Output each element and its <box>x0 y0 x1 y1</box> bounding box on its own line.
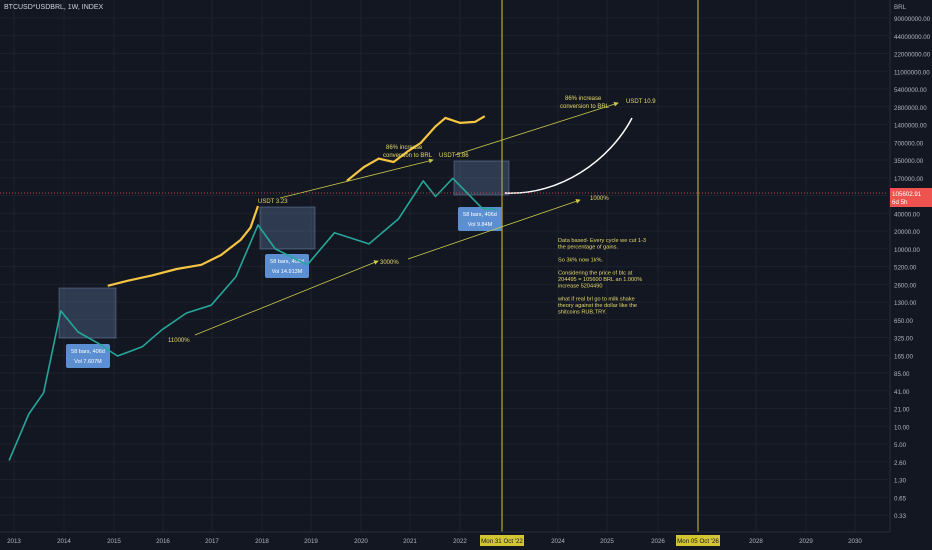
y-tick-label: 650.00 <box>894 318 913 325</box>
measure-range-shade <box>58 287 117 339</box>
annotation-label: conversion to BRL <box>560 104 610 110</box>
y-tick-label: 2800000.00 <box>894 105 927 112</box>
y-tick-label: 700000.00 <box>894 140 924 147</box>
x-tick-label: 2014 <box>57 538 71 545</box>
y-tick-label: 11000000.00 <box>894 69 930 76</box>
note-line: what if real brl go to milk shake <box>557 297 635 303</box>
note-line: 204495 = 105600 BRL an 1.000% <box>558 277 642 283</box>
annotations: USDT 3.23 86% increase conversion to BRL US… <box>168 96 656 344</box>
grid <box>501 0 699 532</box>
trend-arrow <box>279 158 434 199</box>
projected-price-copy <box>346 115 486 182</box>
x-tick-label: 2022 <box>453 538 467 545</box>
y-tick-label: 0.33 <box>894 513 907 520</box>
price-series <box>8 115 498 461</box>
measure-bars-label: 58 bars, 406d <box>463 212 497 218</box>
last-price-badge <box>890 188 932 207</box>
y-tick-label: 1300.00 <box>894 300 917 307</box>
y-tick-label: 170000.00 <box>894 176 924 183</box>
y-tick-label: 5.00 <box>894 442 907 449</box>
y-tick-label: 1400000.00 <box>894 123 927 130</box>
y-tick-label: 21.00 <box>894 407 910 414</box>
countdown-label: 6d 5h <box>892 199 908 206</box>
drawings <box>0 101 888 336</box>
y-tick-label: 2600.00 <box>894 282 917 289</box>
x-tick-label: 2021 <box>403 538 417 545</box>
y-tick-label: 5200.00 <box>894 265 917 272</box>
y-tick-label: 44000000.00 <box>894 34 931 41</box>
y-tick-label: 0.65 <box>894 495 907 502</box>
symbol-title[interactable]: BTCUSD*USDBRL, 1W, INDEX <box>4 4 104 11</box>
x-tick-label: 2030 <box>848 538 862 545</box>
date-marker-badge <box>676 535 720 546</box>
x-tick-label: 2017 <box>205 538 219 545</box>
note-line: the percentage of gains. <box>558 245 618 251</box>
x-tick-label: Mon 05 Oct '26 <box>677 538 719 545</box>
y-tick-label: 20000.00 <box>894 229 920 236</box>
trend-arrow <box>407 199 581 260</box>
x-tick-label: Mon 31 Oct '22 <box>481 538 523 545</box>
annotation-label: 86% increase <box>386 145 423 151</box>
note-line: Considering the price of btc at <box>558 271 633 277</box>
measure-bars-label: 58 bars, 406d <box>71 349 105 355</box>
trend-arrow <box>194 260 379 336</box>
y-tick-label: 10000.00 <box>894 247 920 254</box>
measure-volume-label: Vol 9.84M <box>468 222 493 228</box>
projection-curve <box>504 117 633 194</box>
measure-volume-label: Vol 7.607M <box>74 359 102 365</box>
y-tick-label: 1.30 <box>894 478 907 485</box>
x-tick-label: 2029 <box>799 538 813 545</box>
x-tick-label: 2015 <box>107 538 121 545</box>
annotation-label: 11000% <box>168 338 190 344</box>
measure-info-badge <box>458 207 502 231</box>
annotation-label: 1000% <box>590 196 609 202</box>
annotation-label: conversion to BRL <box>383 153 433 159</box>
annotation-label: 3000% <box>380 260 399 266</box>
y-tick-label: 325.00 <box>894 336 913 343</box>
projected-price-copy <box>107 205 260 287</box>
measure-boxes: 58 bars, 406d Vol 7.607M 58 bars, 406d Vol … <box>58 160 510 368</box>
note-line: shitcoins RUB,TRY. <box>558 310 607 316</box>
annotation-label: USDT 3.23 <box>258 199 288 205</box>
x-tick-label: 2013 <box>7 538 21 545</box>
x-tick-label: 2016 <box>156 538 170 545</box>
y-tick-label: 10.00 <box>894 424 910 431</box>
y-tick-label: 350000.00 <box>894 158 924 165</box>
y-tick-label: 5400000.00 <box>894 87 927 94</box>
date-marker-badge <box>480 535 524 546</box>
note-line: So 3k% now 1k%. <box>558 258 604 264</box>
measure-bars-label: 58 bars, 406d <box>270 259 304 265</box>
note-line: increase 5204490 <box>558 284 602 290</box>
measure-volume-label: Vol 14.913M <box>272 269 303 275</box>
annotation-label: USDT 5.86 <box>439 153 469 159</box>
y-tick-label: 90000000.00 <box>894 16 931 23</box>
trend-arrow <box>454 101 619 156</box>
measure-range-shade <box>259 206 316 250</box>
x-tick-label: 2026 <box>651 538 665 545</box>
y-tick-label: 165.00 <box>894 353 913 360</box>
annotation-label: 86% increase <box>565 96 602 102</box>
btc-brl-price-line <box>8 177 498 461</box>
x-tick-label: 2028 <box>749 538 763 545</box>
y-unit-label: BRL <box>894 4 907 11</box>
note-line: Data based- Every cycle we cut 1-3 <box>558 238 646 244</box>
last-price-label: 105602.91 <box>892 191 922 198</box>
measure-info-badge <box>66 344 110 368</box>
y-tick-label: 22000000.00 <box>894 52 931 59</box>
y-tick-label: 2.60 <box>894 460 907 467</box>
y-tick-label: 85.00 <box>894 371 910 378</box>
measure-range-shade <box>453 160 510 196</box>
y-tick-label: 41.00 <box>894 389 910 396</box>
x-tick-label: 2024 <box>551 538 565 545</box>
x-tick-label: 2018 <box>255 538 269 545</box>
x-tick-label: 2020 <box>354 538 368 545</box>
x-tick-label: 2019 <box>304 538 318 545</box>
y-tick-label: 40000.00 <box>894 211 920 218</box>
x-tick-label: 2025 <box>600 538 614 545</box>
note-line: theory against the dollar like the <box>558 303 637 309</box>
annotation-label: USDT 10.9 <box>626 99 656 105</box>
